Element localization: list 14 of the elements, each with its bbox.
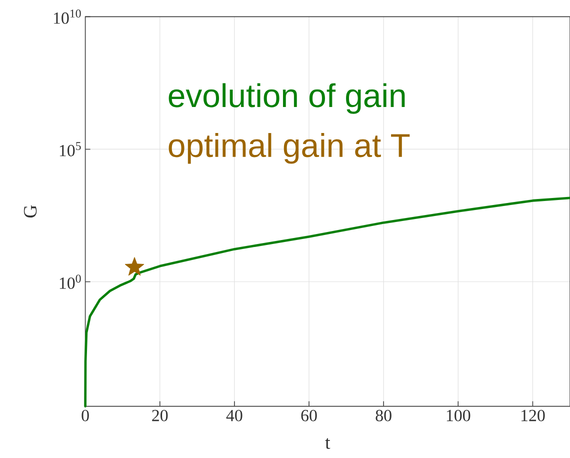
- x-tick-label: 120: [522, 410, 545, 422]
- text: optimal gain at T: [168, 133, 410, 164]
- x-axis-title: t: [325, 438, 330, 449]
- x-tick-label: 60: [301, 410, 317, 422]
- x-tick-label: 0: [82, 410, 89, 422]
- y-tick-label: 10$^{10}$: [54, 10, 81, 24]
- y-axis-title: G: [24, 205, 37, 218]
- y-tick-label: 10$^{0}$: [60, 274, 81, 289]
- x-tick-label: 40: [226, 410, 242, 422]
- text: evolution of gain: [168, 83, 405, 114]
- y-tick-label: 10$^{5}$: [60, 142, 81, 156]
- x-tick-label: 80: [376, 410, 392, 422]
- x-tick-label: 100: [446, 410, 470, 422]
- x-tick-label: 20: [152, 410, 168, 422]
